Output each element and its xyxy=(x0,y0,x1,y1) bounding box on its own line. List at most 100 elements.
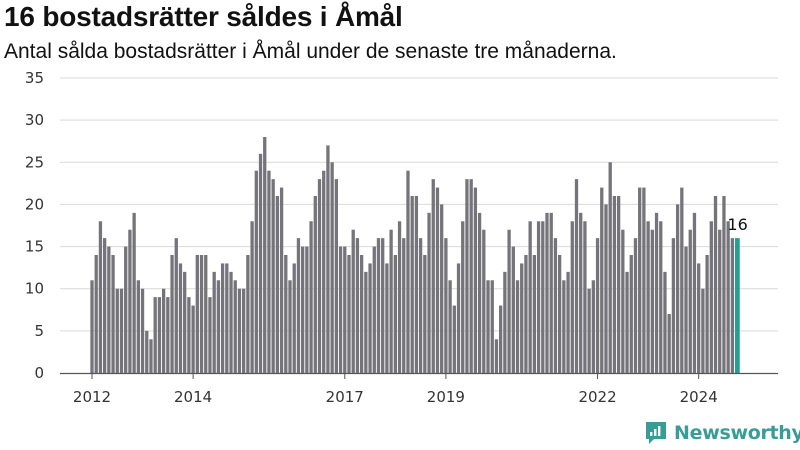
bar xyxy=(663,271,667,373)
bar xyxy=(204,255,208,373)
bar xyxy=(157,297,162,373)
bar xyxy=(713,196,718,373)
x-tick-label: 2017 xyxy=(326,388,364,406)
bar xyxy=(625,271,629,373)
bar xyxy=(229,271,233,373)
bar xyxy=(132,212,136,373)
bar xyxy=(612,196,617,373)
x-tick-label: 2024 xyxy=(680,388,718,406)
bar xyxy=(275,196,280,373)
bar xyxy=(726,221,730,373)
bar xyxy=(313,196,317,373)
bar xyxy=(499,305,503,373)
bar xyxy=(220,263,225,373)
bar xyxy=(701,288,705,373)
bar xyxy=(322,170,326,373)
bar xyxy=(549,212,553,373)
newsworthy-logo: Newsworthy xyxy=(644,420,800,446)
bar xyxy=(343,246,347,373)
bar xyxy=(279,187,284,373)
bar xyxy=(608,162,612,373)
bar xyxy=(570,221,574,373)
bar xyxy=(688,229,692,373)
bar xyxy=(90,280,94,373)
bar xyxy=(680,187,684,373)
newsworthy-logo-icon xyxy=(646,422,666,444)
bar xyxy=(393,255,397,373)
bar xyxy=(334,179,338,373)
bar xyxy=(444,238,448,373)
bar xyxy=(263,137,267,373)
bar xyxy=(166,297,170,373)
x-tick-label: 2022 xyxy=(578,388,616,406)
bar xyxy=(562,280,566,373)
bar xyxy=(115,288,119,373)
bar xyxy=(102,238,107,373)
bar xyxy=(288,280,292,373)
bar xyxy=(119,288,124,373)
bar xyxy=(616,196,621,373)
bar xyxy=(553,238,558,373)
bar xyxy=(242,288,246,373)
bar xyxy=(524,255,528,373)
bar xyxy=(494,339,499,373)
bar xyxy=(305,246,309,373)
bar xyxy=(503,271,507,373)
bar xyxy=(473,187,478,373)
bar xyxy=(368,263,372,373)
bar xyxy=(536,221,541,373)
bar xyxy=(667,314,671,373)
bar xyxy=(435,187,440,373)
last-value-label: 16 xyxy=(727,215,747,234)
bar xyxy=(638,187,642,373)
x-tick-label: 2019 xyxy=(427,388,465,406)
bar xyxy=(191,305,195,373)
bar xyxy=(642,187,646,373)
bar xyxy=(600,187,604,373)
bar xyxy=(364,271,368,373)
x-tick-label: 2012 xyxy=(73,388,111,406)
bar xyxy=(659,221,663,373)
bar xyxy=(486,280,490,373)
bar xyxy=(351,229,355,373)
bar xyxy=(541,221,545,373)
bar xyxy=(604,204,608,373)
bar xyxy=(520,263,524,373)
bar xyxy=(271,179,275,373)
bar xyxy=(448,280,452,373)
bar xyxy=(410,196,414,373)
bar xyxy=(98,221,103,373)
bar xyxy=(482,229,486,373)
y-tick-label: 15 xyxy=(25,238,44,256)
bar xyxy=(633,238,638,373)
bar xyxy=(389,229,393,373)
bar xyxy=(376,238,381,373)
y-tick-label: 10 xyxy=(25,280,44,298)
y-axis-ticks: 0 5 10 15 20 25 30 35 xyxy=(25,69,44,382)
bar xyxy=(124,246,128,373)
bar xyxy=(296,238,301,373)
bar xyxy=(730,238,735,373)
bar xyxy=(149,339,153,373)
bar xyxy=(292,263,296,373)
bar xyxy=(183,271,187,373)
bar xyxy=(595,238,600,373)
bar xyxy=(237,288,242,373)
bar xyxy=(469,179,473,373)
bar xyxy=(258,153,263,373)
y-tick-label: 35 xyxy=(25,69,44,87)
bar xyxy=(452,305,456,373)
y-tick-label: 0 xyxy=(34,364,44,382)
bar xyxy=(566,271,570,373)
newsworthy-logo-text: Newsworthy xyxy=(674,422,800,444)
bars xyxy=(90,137,740,373)
bar xyxy=(431,179,435,373)
bar xyxy=(423,255,427,373)
bar xyxy=(629,255,633,373)
bar xyxy=(301,246,305,373)
bar xyxy=(246,255,250,373)
bar xyxy=(195,255,199,373)
bar xyxy=(528,221,532,373)
bar xyxy=(94,255,98,373)
